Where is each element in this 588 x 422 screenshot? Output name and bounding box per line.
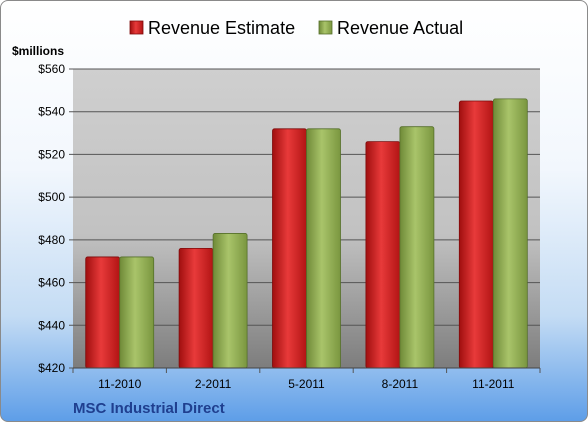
legend-label-estimate: Revenue Estimate (148, 18, 295, 38)
company-name: MSC Industrial Direct (73, 400, 225, 417)
legend-label-actual: Revenue Actual (337, 18, 463, 38)
y-tick-label: $500 (38, 190, 65, 204)
y-tick-label: $440 (38, 318, 65, 332)
bar-actual (399, 126, 435, 369)
bar-estimate (365, 141, 401, 369)
bar-actual (306, 128, 341, 369)
bar-actual (492, 98, 528, 369)
x-tick-label: 11-2010 (98, 377, 141, 391)
y-tick-label: $560 (38, 62, 65, 76)
y-tick-label: $460 (38, 276, 65, 290)
legend: Revenue Estimate Revenue Actual (129, 18, 463, 38)
x-tick-label: 2-2011 (195, 377, 232, 391)
bar-actual (119, 256, 155, 369)
bar-estimate (272, 128, 307, 369)
y-tick-label: $520 (38, 147, 65, 161)
y-tick-label: $420 (38, 361, 65, 375)
x-tick-label: 11-2011 (472, 377, 515, 391)
bar-estimate (178, 247, 214, 369)
y-tick-label: $480 (38, 233, 65, 247)
x-tick-label: 8-2011 (382, 377, 419, 391)
bar-actual (212, 233, 248, 369)
y-axis-unit-label: $millions (12, 44, 64, 58)
y-tick-label: $540 (38, 105, 65, 119)
legend-swatch-estimate (129, 20, 144, 35)
x-tick-label: 5-2011 (288, 377, 325, 391)
bar-estimate (458, 100, 494, 369)
legend-swatch-actual (318, 20, 333, 35)
bar-estimate (85, 256, 121, 369)
